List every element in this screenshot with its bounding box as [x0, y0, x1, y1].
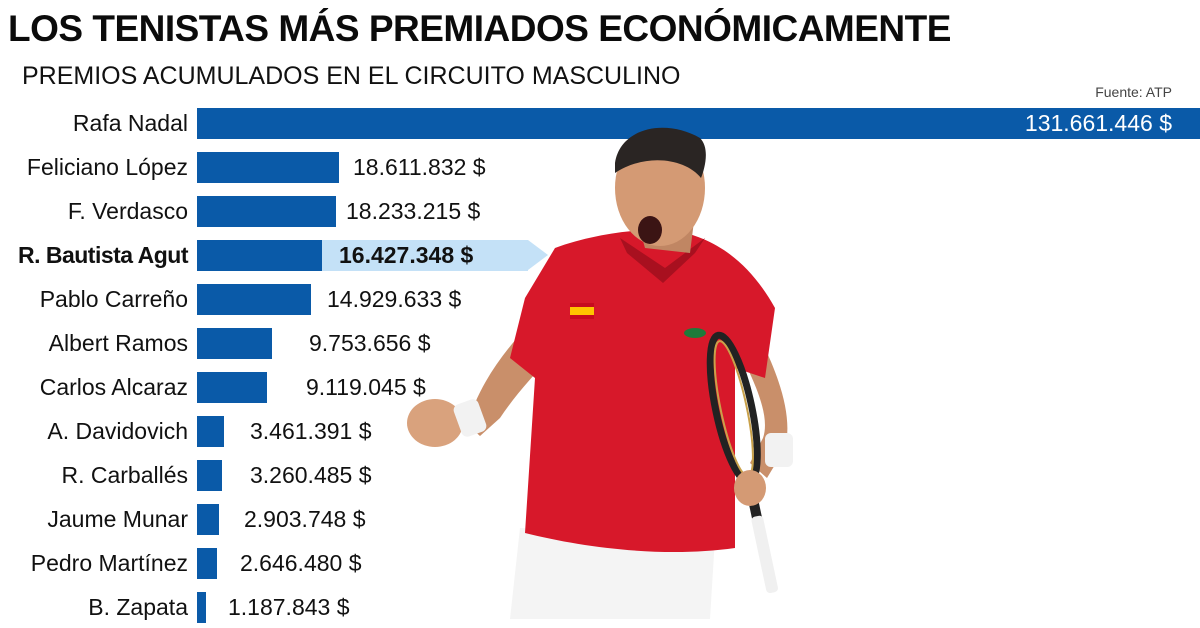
wristband-left: [453, 399, 487, 437]
collar: [620, 238, 705, 283]
value-label: 18.611.832 $: [353, 154, 486, 180]
bar: [197, 460, 222, 491]
value-label: 2.903.748 $: [244, 506, 366, 532]
shirt-shape: [510, 229, 775, 553]
value-label: 131.661.446 $: [1024, 110, 1172, 136]
bar: [197, 328, 272, 359]
player-name: Carlos Alcaraz: [39, 374, 188, 400]
chart-row: Jaume Munar 2.903.748 $: [0, 504, 1200, 535]
value-label: 9.119.045 $: [306, 374, 426, 400]
tennis-player-photo: [407, 127, 793, 619]
chart-row: A. Davidovich 3.461.391 $: [0, 416, 1200, 447]
highlight-arrow-icon: [528, 240, 548, 270]
highlight-band: [322, 240, 528, 271]
hair: [615, 127, 706, 178]
value-label: 3.461.391 $: [250, 418, 372, 444]
value-label: 2.646.480 $: [240, 550, 362, 576]
wristband-right: [765, 433, 793, 467]
chart-row: B. Zapata 1.187.843 $: [0, 592, 1200, 623]
player-name: A. Davidovich: [47, 418, 188, 444]
bar: [197, 196, 336, 227]
player-name: R. Carballés: [61, 462, 188, 488]
chart-row: Feliciano López 18.611.832 $: [0, 152, 1200, 183]
chart-title: LOS TENISTAS MÁS PREMIADOS ECONÓMICAMENT…: [8, 8, 951, 49]
bar: [197, 372, 267, 403]
chart-row: Albert Ramos 9.753.656 $: [0, 328, 1200, 359]
bar: [197, 548, 217, 579]
bar: [197, 152, 339, 183]
player-name: F. Verdasco: [67, 198, 188, 224]
value-label: 1.187.843 $: [228, 594, 350, 620]
chart-row: Rafa Nadal 131.661.446 $: [0, 108, 1200, 139]
player-name: Rafa Nadal: [72, 110, 188, 136]
value-label: 18.233.215 $: [346, 198, 481, 224]
player-name: Pedro Martínez: [30, 550, 188, 576]
chart-row-highlighted: R. Bautista Agut 16.427.348 $: [0, 240, 1200, 271]
bar: [197, 416, 224, 447]
value-label: 14.929.633 $: [327, 286, 462, 312]
chart-row: Carlos Alcaraz 9.119.045 $: [0, 372, 1200, 403]
crocodile-logo-icon: [684, 328, 706, 338]
bar: [197, 284, 311, 315]
chart-row: R. Carballés 3.260.485 $: [0, 460, 1200, 491]
mouth-open: [638, 216, 662, 244]
bar-chart: Rafa Nadal 131.661.446 $ Feliciano López…: [0, 108, 1200, 628]
bar: [197, 504, 219, 535]
fist-icon: [407, 399, 463, 447]
bar: [197, 108, 1200, 139]
player-name: Pablo Carreño: [39, 286, 188, 312]
value-label: 16.427.348 $: [339, 242, 474, 268]
value-label: 3.260.485 $: [250, 462, 372, 488]
chart-subtitle: PREMIOS ACUMULADOS EN EL CIRCUITO MASCUL…: [22, 62, 681, 90]
player-name: Feliciano López: [26, 154, 188, 180]
player-name: Albert Ramos: [48, 330, 188, 356]
source-note: Fuente: ATP: [1095, 84, 1172, 100]
player-name: B. Zapata: [88, 594, 188, 620]
value-label: 9.753.656 $: [309, 330, 431, 356]
bar: [197, 240, 322, 271]
player-name: R. Bautista Agut: [17, 242, 189, 268]
player-name: Jaume Munar: [47, 506, 188, 532]
chart-row: Pablo Carreño 14.929.633 $: [0, 284, 1200, 315]
chart-row: F. Verdasco 18.233.215 $: [0, 196, 1200, 227]
bar: [197, 592, 206, 623]
chart-row: Pedro Martínez 2.646.480 $: [0, 548, 1200, 579]
